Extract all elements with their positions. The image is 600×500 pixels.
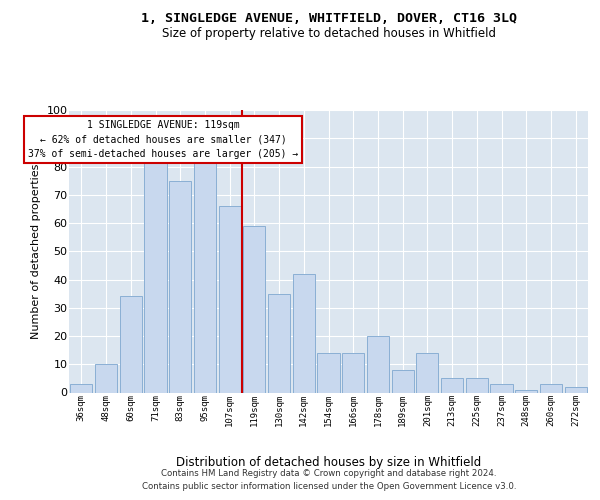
Bar [466,378,488,392]
Bar [515,390,538,392]
Bar [392,370,414,392]
Text: Size of property relative to detached houses in Whitfield: Size of property relative to detached ho… [162,28,496,40]
Bar [169,180,191,392]
Text: Distribution of detached houses by size in Whitfield: Distribution of detached houses by size … [176,456,481,469]
Bar [243,226,265,392]
Bar [218,206,241,392]
Bar [441,378,463,392]
Bar [416,353,439,393]
Bar [145,161,167,392]
Bar [342,353,364,393]
Bar [293,274,315,392]
Bar [540,384,562,392]
Bar [95,364,117,392]
Bar [194,161,216,392]
Bar [268,294,290,392]
Text: Contains HM Land Registry data © Crown copyright and database right 2024.
Contai: Contains HM Land Registry data © Crown c… [142,470,516,491]
Bar [119,296,142,392]
Y-axis label: Number of detached properties: Number of detached properties [31,164,41,339]
Bar [565,387,587,392]
Bar [367,336,389,392]
Text: 1 SINGLEDGE AVENUE: 119sqm
← 62% of detached houses are smaller (347)
37% of sem: 1 SINGLEDGE AVENUE: 119sqm ← 62% of deta… [28,120,298,160]
Bar [317,353,340,393]
Bar [490,384,512,392]
Bar [70,384,92,392]
Text: 1, SINGLEDGE AVENUE, WHITFIELD, DOVER, CT16 3LQ: 1, SINGLEDGE AVENUE, WHITFIELD, DOVER, C… [141,12,517,26]
